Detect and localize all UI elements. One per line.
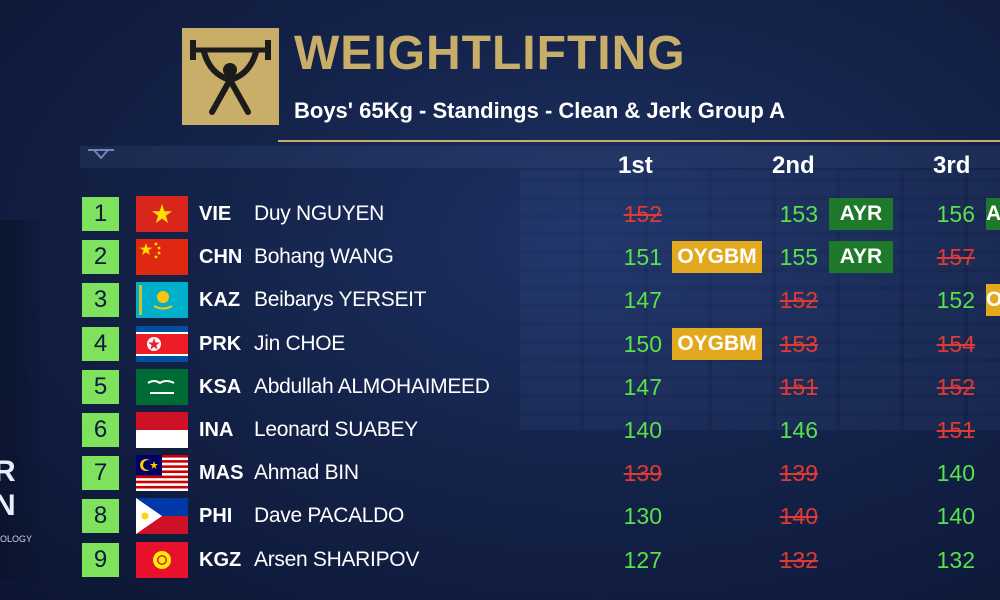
rank-badge: 9 [82,542,119,577]
header-divider [278,140,1000,142]
rank-badge: 1 [82,197,119,231]
table-header-strip [80,146,1000,168]
attempt-2-no-lift: 140 [779,503,818,530]
page-title: WEIGHTLIFTING [294,27,686,80]
weightlifting-logo [182,28,279,125]
rank-badge: 8 [82,499,119,534]
ksa-flag [136,368,188,405]
attempt-1-good-lift: 150 [623,330,662,357]
oygbm-record-badge: OYGBM [672,241,762,274]
side-logo-text: R N [0,455,16,522]
kaz-flag [136,282,188,319]
attempt-1-good-lift: 151 [623,244,662,271]
column-header-first: 1st [618,152,653,179]
kgz-flag [136,541,188,578]
standings-row: 4 PRK Jin CHOE 150 OYGBM 153 154 [0,325,1000,369]
chn-flag [136,239,188,276]
attempt-1-good-lift: 147 [623,373,662,400]
country-code: INA [199,419,234,441]
attempt-3-no-lift: 154 [936,330,975,357]
rank-badge: 7 [82,456,119,491]
attempt-1-no-lift: 152 [623,201,662,227]
attempt-3-no-lift: 151 [936,417,975,443]
background-scoreboard [520,170,1000,430]
rank-badge: 2 [82,240,119,275]
side-decoration [0,220,40,580]
attempt-1-good-lift: 140 [623,417,662,443]
attempt-2-no-lift: 139 [779,460,818,487]
attempt-2-good-lift: 155 [779,244,818,271]
country-code: VIE [199,203,232,225]
attempt-1-no-lift: 139 [623,460,662,487]
standings-row: 3 KAZ Beibarys YERSEIT 147 152 152 OYGBM [0,282,1000,325]
athlete-name: Ahmad BIN [254,461,359,485]
standings-row: 7 MAS Ahmad BIN 139 139 140 [0,455,1000,498]
attempt-2-good-lift: 146 [779,417,818,443]
weightlifter-icon [190,40,271,115]
country-code: KAZ [199,289,241,312]
country-code: MAS [199,462,244,485]
attempt-3-good-lift: 156 [936,201,975,227]
ayr-record-badge: AYR [829,198,893,230]
attempt-2-good-lift: 153 [779,201,818,227]
country-code: KGZ [199,548,242,571]
attempt-1-good-lift: 147 [623,287,662,314]
rank-badge: 3 [82,283,119,318]
attempt-2-no-lift: 151 [779,373,818,400]
attempt-3-no-lift: 152 [936,373,975,400]
oygbm-record-badge: OYGBM [986,284,1000,317]
athlete-name: Jin CHOE [254,331,345,355]
country-code: KSA [199,375,242,398]
attempt-1-good-lift: 130 [623,503,662,530]
standings-row: 6 INA Leonard SUABEY 140 146 151 [0,412,1000,455]
attempt-2-no-lift: 132 [779,546,818,573]
standings-row: 8 PHI Dave PACALDO 130 140 140 [0,498,1000,541]
column-header-second: 2nd [772,152,815,179]
athlete-name: Leonard SUABEY [254,418,418,441]
rank-badge: 6 [82,413,119,447]
attempt-3-good-lift: 140 [936,503,975,530]
standings-row: 9 KGZ Arsen SHARIPOV 127 132 132 [0,541,1000,585]
attempt-2-no-lift: 152 [779,287,818,314]
standings-row: 5 KSA Abdullah ALMOHAIMEED 147 151 152 [0,368,1000,412]
rank-badge: 4 [82,326,119,361]
column-header-third: 3rd [933,152,971,179]
small-lifter-icon [88,149,114,160]
attempt-3-good-lift: 140 [936,460,975,487]
ayr-record-badge: AYR [986,198,1000,230]
ayr-record-badge: AYR [829,241,893,274]
attempt-1-good-lift: 127 [623,546,662,573]
mas-flag [136,455,188,492]
rank-badge: 5 [82,369,119,404]
vie-flag [136,196,188,232]
page-subtitle: Boys' 65Kg - Standings - Clean & Jerk Gr… [294,98,785,123]
standings-row: 1 VIE Duy NGUYEN 152 153 AYR 156 AYR [0,196,1000,239]
athlete-name: Dave PACALDO [254,504,405,528]
oygbm-record-badge: OYGBM [672,327,762,360]
attempt-3-no-lift: 157 [936,244,975,271]
attempt-3-good-lift: 152 [936,287,975,314]
athlete-name: Bohang WANG [254,245,394,269]
athlete-name: Beibarys YERSEIT [254,288,427,312]
phi-flag [136,498,188,535]
side-logo-subtext: OLOGY [0,534,33,544]
attempt-2-no-lift: 153 [779,330,818,357]
country-code: PHI [199,505,233,528]
ina-flag [136,412,188,448]
standings-row: 2 CHN Bohang WANG 151 OYGBM 155 AYR 157 [0,239,1000,282]
athlete-name: Duy NGUYEN [254,202,385,225]
country-code: PRK [199,332,242,355]
prk-flag [136,325,188,362]
athlete-name: Arsen SHARIPOV [254,547,420,571]
athlete-name: Abdullah ALMOHAIMEED [254,374,490,398]
country-code: CHN [199,246,243,269]
attempt-3-good-lift: 132 [936,546,975,573]
